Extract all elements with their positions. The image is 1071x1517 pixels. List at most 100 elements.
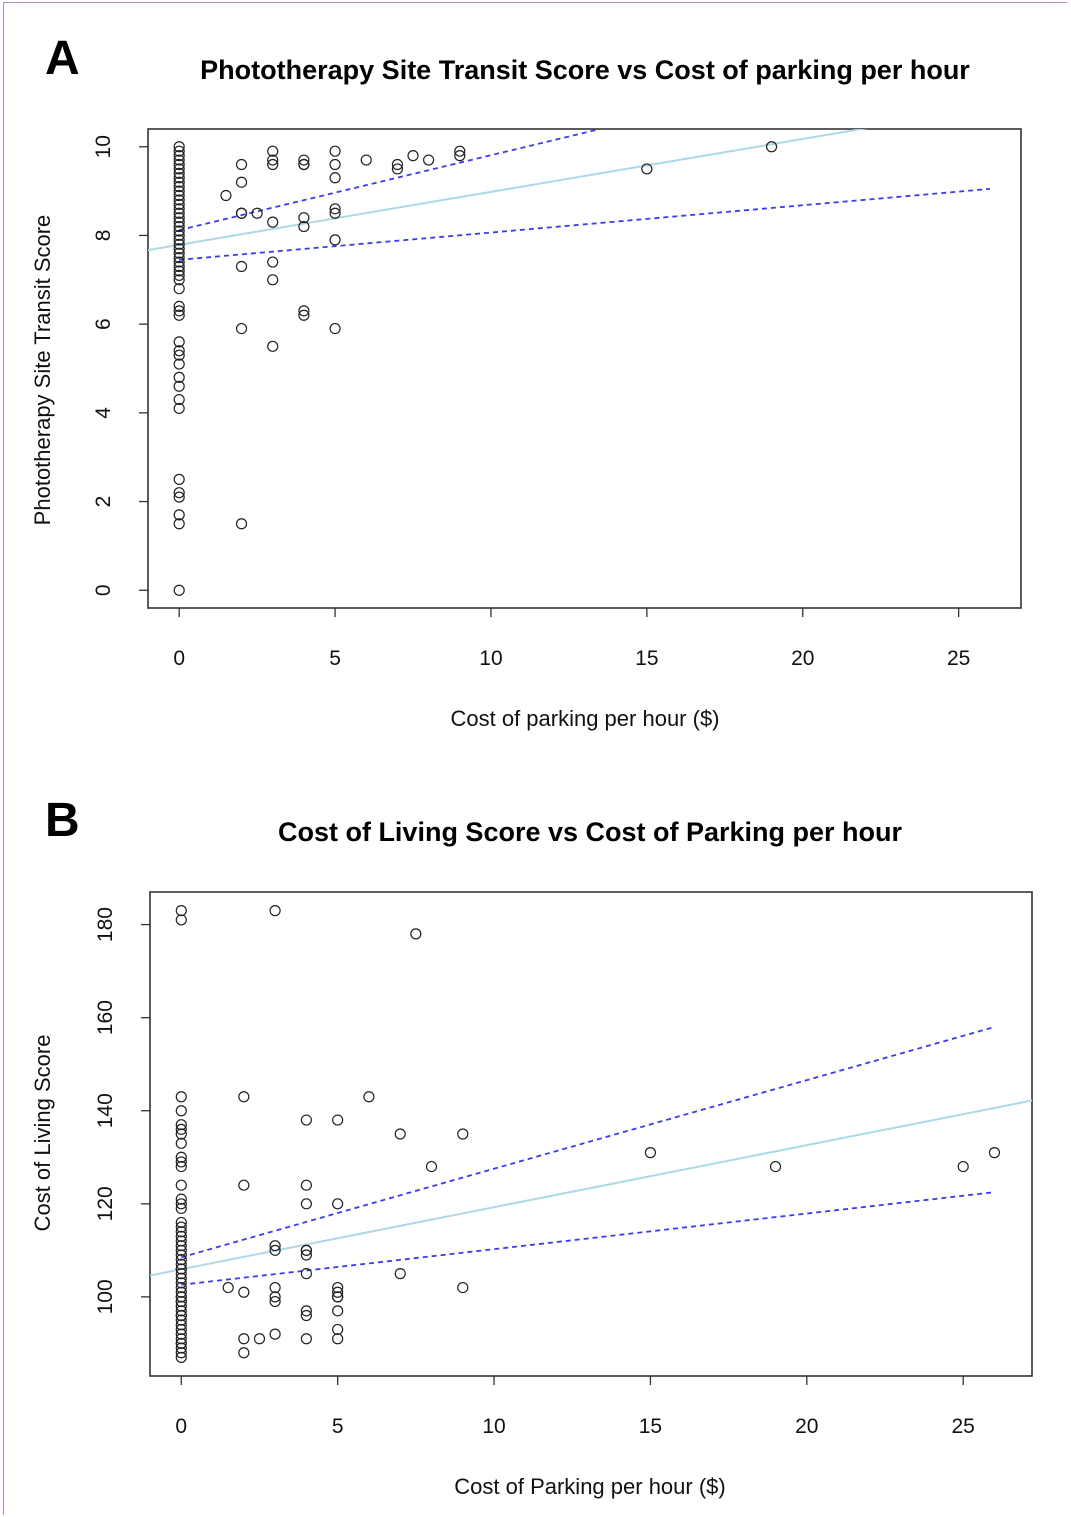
data-point [173,207,185,219]
data-point [300,1249,312,1261]
data-point [173,145,185,157]
data-point [425,1160,438,1173]
plot-box [147,128,1022,609]
data-point [175,1091,187,1103]
data-point [173,212,185,224]
data-point [173,194,185,206]
data-point [332,1305,344,1317]
data-point [235,176,248,188]
data-point [175,905,187,917]
ci-lower-line [179,187,990,261]
data-point [175,1263,187,1275]
data-point [175,1151,187,1163]
data-point [454,150,466,162]
y-tick-label: 140 [94,1093,117,1128]
data-point [175,1216,187,1229]
data-point [175,1202,187,1215]
data-point [173,584,185,596]
data-point [173,234,185,246]
data-point [173,252,185,264]
data-point [173,283,185,295]
data-point [360,154,372,166]
data-point [267,158,279,171]
data-point [298,309,310,321]
data-point [173,154,185,166]
data-point [644,1147,657,1159]
data-point [173,225,185,237]
data-point [175,1160,187,1173]
data-point [267,216,279,228]
y-tick-label: 0 [92,584,115,596]
data-point [300,1179,312,1191]
data-points [175,905,1001,1363]
data-point [173,393,185,406]
data-point [457,1281,469,1294]
y-axis-label: Phototherapy Site Transit Score [30,215,55,526]
data-point [269,1295,281,1308]
data-point [298,158,310,171]
data-point [267,340,279,352]
data-point [235,260,248,273]
data-point [457,1128,469,1140]
data-point [173,473,185,485]
x-tick-label: 25 [947,647,970,670]
data-point [173,185,185,197]
data-point [298,220,310,233]
data-point [391,158,404,171]
data-point [175,1295,187,1308]
data-point [267,256,279,268]
data-point [175,1272,187,1284]
data-point [298,212,310,224]
data-point [391,163,404,175]
data-point [175,1258,187,1270]
y-tick-label: 4 [92,407,115,419]
data-point [329,207,341,219]
data-point [269,1244,281,1256]
plot-lines [150,1026,1032,1286]
data-point [175,1105,187,1117]
data-point [175,1268,187,1280]
data-point [175,1198,187,1210]
data-point [957,1160,969,1173]
fit-line [148,129,868,252]
data-point [175,1244,187,1256]
plot-lines [148,129,990,261]
data-point [173,402,185,415]
data-point [300,1198,312,1210]
data-point [251,207,263,219]
data-point [173,229,185,242]
data-point [267,145,279,157]
data-point [175,1137,187,1149]
data-point [175,1179,187,1191]
x-tick-label: 15 [635,647,658,670]
data-point [329,322,341,335]
data-point [269,1291,281,1303]
data-point [269,1281,281,1294]
data-point [175,1193,187,1205]
x-tick-label: 5 [329,647,341,670]
data-point [454,145,466,157]
data-point [175,1235,187,1247]
data-point [173,305,185,317]
data-point [332,1114,344,1126]
ci-lower-line [181,1191,995,1286]
data-point [769,1160,782,1173]
data-point [222,1281,234,1294]
data-point [173,238,185,250]
data-point [175,1351,187,1363]
x-tick-label: 10 [479,647,502,670]
x-tick-label: 15 [639,1415,662,1438]
panel-a: A Phototherapy Site Transit Score vs Cos… [30,32,1022,731]
data-point [175,1323,187,1336]
data-point [173,380,185,392]
data-point [175,1230,187,1242]
data-point [173,349,185,361]
chart-title: Cost of Living Score vs Cost of Parking … [278,817,903,847]
data-point [175,1347,187,1359]
data-point [253,1333,266,1345]
data-point [173,509,185,521]
data-point [173,163,185,175]
data-point [765,141,778,153]
data-point [235,322,248,335]
